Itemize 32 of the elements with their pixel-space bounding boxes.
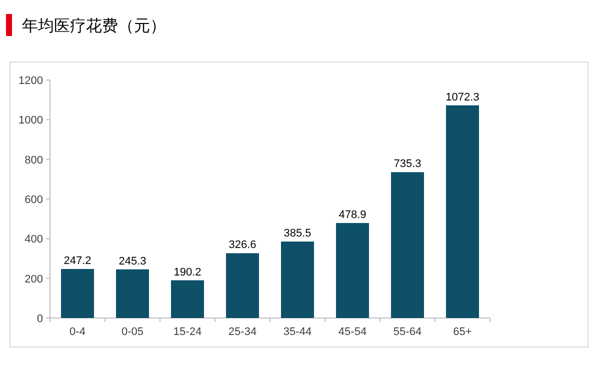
data-label: 190.2	[174, 266, 202, 278]
x-tick-label: 15-24	[173, 326, 202, 338]
bar	[446, 105, 479, 318]
data-label: 326.6	[228, 239, 256, 252]
bar	[226, 253, 259, 318]
data-label: 245.3	[118, 255, 146, 268]
x-tick-label: 35-44	[283, 326, 312, 338]
bar	[116, 269, 149, 318]
x-tick-label: 0-05	[121, 326, 144, 338]
bar	[281, 242, 314, 318]
data-label: 735.3	[394, 158, 422, 170]
x-tick-label: 0-4	[70, 326, 86, 338]
y-tick-label: 400	[24, 234, 43, 246]
data-label: 247.2	[64, 254, 92, 267]
x-tick-label: 65+	[453, 326, 472, 338]
y-tick-label: 800	[24, 154, 43, 166]
bar	[61, 268, 94, 318]
data-label: 478.9	[338, 209, 366, 222]
chart-title: 年均医疗花费（元）	[22, 17, 166, 35]
x-tick-label: 25-34	[228, 326, 257, 338]
bar	[391, 172, 424, 318]
y-tick-label: 200	[24, 273, 43, 286]
data-label: 1072.3	[446, 91, 480, 104]
bar	[171, 280, 204, 318]
bar	[336, 223, 369, 318]
x-tick-label: 45-54	[338, 326, 367, 338]
y-tick-label: 1000	[18, 114, 43, 127]
data-label: 385.5	[284, 228, 312, 240]
y-tick-label: 1200	[18, 75, 43, 87]
y-tick-label: 0	[36, 313, 43, 325]
y-tick-label: 600	[24, 194, 43, 206]
x-tick-label: 55-64	[393, 326, 422, 338]
